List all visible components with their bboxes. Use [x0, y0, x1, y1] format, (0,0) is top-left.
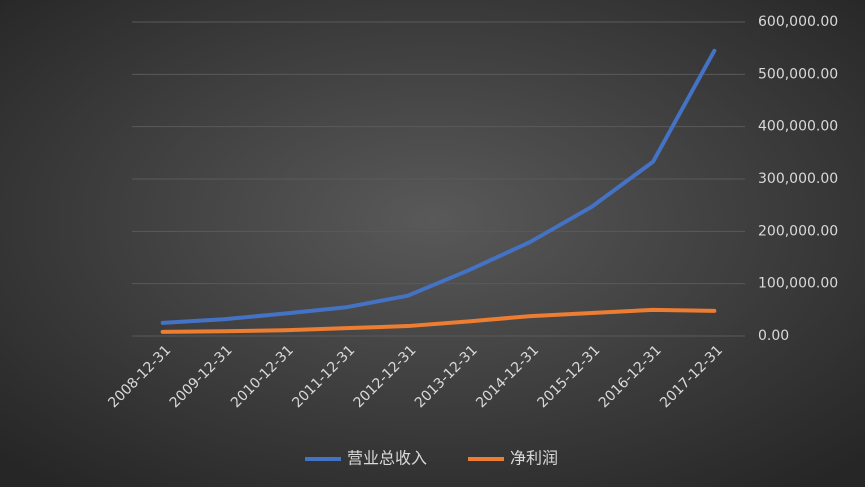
y-tick-label: 100,000.00	[758, 276, 838, 292]
y-tick-label: 300,000.00	[758, 171, 838, 187]
y-tick-label: 600,000.00	[758, 14, 838, 30]
line-series	[160, 307, 717, 334]
line-series	[160, 48, 717, 325]
legend-label: 净利润	[510, 449, 558, 468]
y-tick-label: 200,000.00	[758, 223, 838, 239]
y-tick-label: 500,000.00	[758, 66, 838, 82]
y-tick-label: 0.00	[758, 328, 789, 344]
y-tick-label: 400,000.00	[758, 119, 838, 135]
legend-label: 营业总收入	[347, 449, 427, 468]
